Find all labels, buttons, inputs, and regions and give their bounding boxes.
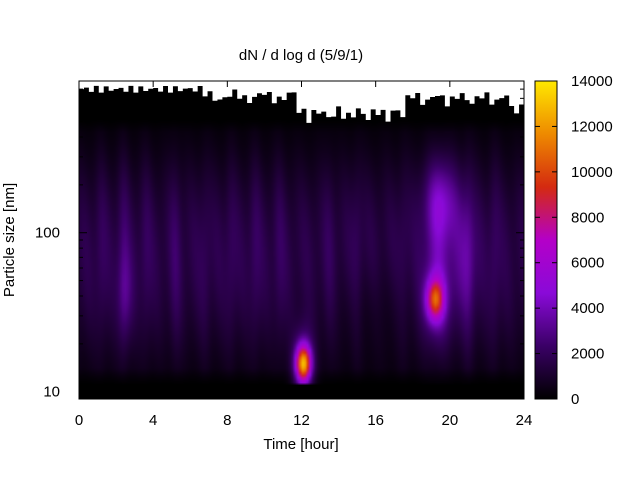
x-tick-label: 4	[149, 412, 157, 429]
colorbar-tick-label: 0	[571, 391, 579, 408]
x-axis-label: Time [hour]	[263, 436, 338, 453]
heatmap-image	[79, 81, 524, 399]
colorbar: 0 2000 4000 6000 8000 10000 12000 14000	[534, 73, 613, 408]
x-tick-label: 12	[293, 412, 310, 429]
y-tick-label: 10	[43, 384, 60, 401]
colorbar-fill	[534, 80, 558, 400]
y-axis: 10 100	[35, 88, 524, 401]
colorbar-tick-label: 4000	[571, 300, 604, 317]
colorbar-tick-label: 6000	[571, 255, 604, 272]
x-tick-label: 16	[367, 412, 384, 429]
colorbar-tick-label: 8000	[571, 209, 604, 226]
colorbar-tick-label: 12000	[571, 118, 613, 135]
colorbar-ticks: 0 2000 4000 6000 8000 10000 12000 14000	[535, 73, 613, 408]
chart-title: dN / d log d (5/9/1)	[239, 47, 363, 64]
heatmap-layer	[79, 81, 524, 399]
no-data-mask	[79, 81, 524, 123]
colorbar-tick-label: 2000	[571, 346, 604, 363]
y-axis-label: Particle size [nm]	[1, 183, 18, 297]
colorbar-tick-label: 10000	[571, 164, 613, 181]
y-tick-label: 100	[35, 225, 60, 242]
x-tick-label: 24	[516, 412, 533, 429]
x-tick-label: 8	[223, 412, 231, 429]
colorbar-tick-label: 14000	[571, 73, 613, 90]
x-axis: 0 4 8 12 16 20 24	[75, 81, 533, 429]
no-data-region	[79, 81, 524, 123]
x-tick-label: 0	[75, 412, 83, 429]
x-tick-label: 20	[441, 412, 458, 429]
